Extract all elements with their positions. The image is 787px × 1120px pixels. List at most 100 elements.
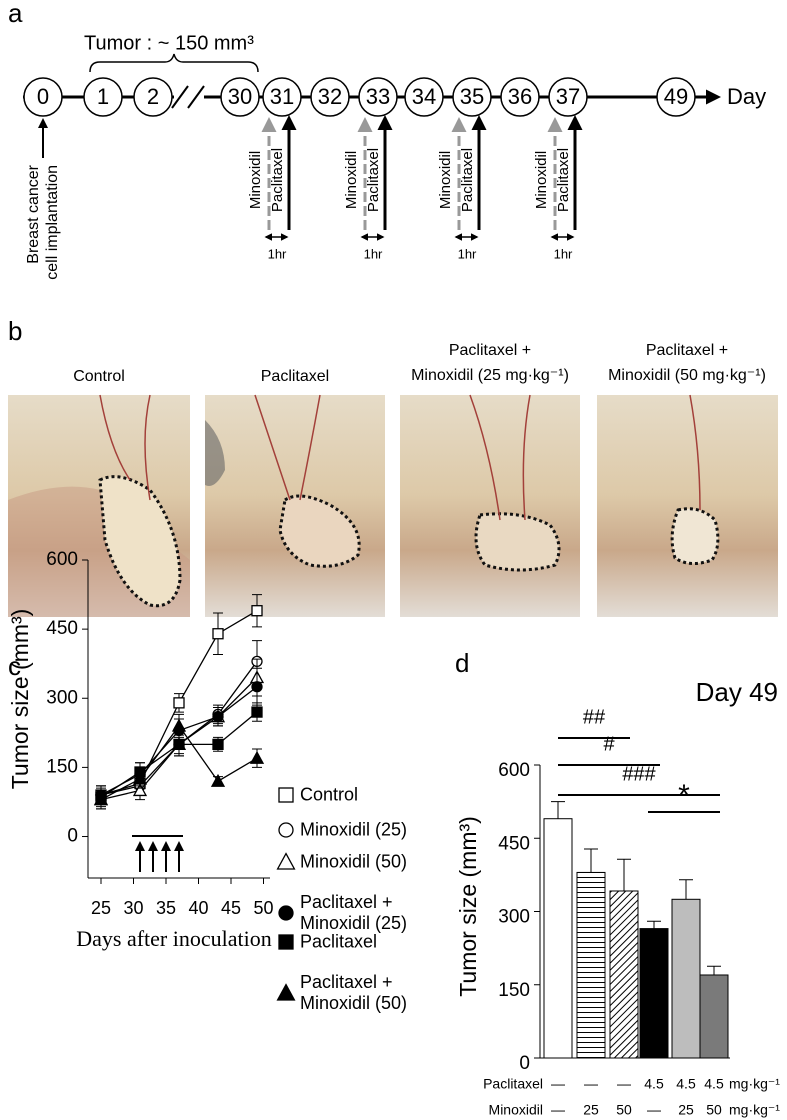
y-axis-label: Tumor size (mm³) [7,609,33,790]
day-circle [500,77,540,117]
dose-cell: 4.5 [704,1076,724,1092]
legend-label: Minoxidil (50) [300,851,408,872]
dose-cell: 25 [678,1102,694,1118]
marker [132,771,148,785]
bar [609,890,639,1059]
significance-label: # [603,733,615,755]
marker [173,697,185,709]
marker [171,718,187,732]
vessel [689,394,701,511]
y-tick-label: 150 [498,980,530,1001]
error-bar [679,879,693,900]
group-title: Minoxidil (50 mg·kg⁻¹) [608,367,766,384]
drug-label: Paclitaxel [555,148,572,212]
x-tick-label: 45 [221,898,241,918]
day-circle [23,77,63,117]
tumor-outline [278,494,361,568]
x-axis-label: Days after inoculation [76,926,272,951]
bar [639,928,669,1059]
tumor-outline [670,507,720,565]
photos [8,394,778,617]
y-tick-label: 450 [46,618,78,639]
y-tick-label: 450 [498,833,530,854]
marker [251,681,263,693]
dose-cell: 50 [616,1102,632,1118]
legend-marker [278,934,294,950]
x-tick-label: 25 [91,898,111,918]
marker [210,773,226,787]
dose-cell: — [647,1102,661,1118]
y-tick-label: 0 [67,826,78,847]
marker [212,711,224,723]
group-title: Minoxidil (25 mg·kg⁻¹) [411,367,569,384]
y-tick-label: 600 [498,760,530,781]
error-bar [551,801,565,819]
legend-label: Paclitaxel [300,931,378,952]
panel-label: b [8,316,22,346]
tumor-outline [474,512,561,572]
dose-cell: — [551,1076,565,1092]
error-bar [584,848,598,873]
break-mark [171,85,189,109]
dose-unit: mg·kg⁻¹ [729,1076,780,1092]
day-label: 1 [97,84,109,109]
day-label: 2 [147,84,159,109]
timeline-break [174,88,204,106]
bar [543,818,573,1059]
legend-label: Minoxidil (25) [300,819,408,840]
group-title: Paclitaxel [261,368,329,385]
marker [132,783,148,797]
marker [173,738,185,750]
interval-label: 1hr [268,246,287,261]
y-tick-label: 600 [46,549,78,570]
axis-label: Day [727,84,766,109]
y-tick-label: 0 [519,1053,530,1074]
legend-label: Paclitaxel + Minoxidil (25) [300,892,408,933]
x-tick-label: 30 [123,898,143,918]
photo-shade [205,420,225,486]
legend-label: Paclitaxel + Minoxidil (50) [300,972,408,1013]
day-circle [310,77,350,117]
day-label: 49 [664,84,688,109]
brace [89,53,259,73]
photo [400,395,580,617]
day-label: 37 [556,84,580,109]
panel-label: d [455,648,469,678]
dose-cell: — [617,1076,631,1092]
drug-label: Minoxidil [437,151,454,209]
drug-label: Minoxidil [533,151,550,209]
implant-note: Breast cancer [25,164,42,263]
marker [93,792,109,806]
day-label: 32 [318,84,342,109]
tumor-note: Tumor : ~ 150 mm³ [84,32,254,54]
day-label: 0 [37,84,49,109]
x-tick-label: 40 [188,898,208,918]
error-bar [617,858,631,891]
day-circle [220,77,260,117]
y-tick-label: 300 [498,907,530,928]
dose-cell: — [551,1102,565,1118]
group-title: Paclitaxel + [646,342,728,359]
tumor [100,476,180,606]
drug-label: Minoxidil [343,151,360,209]
bar [576,871,606,1059]
interval-label: 1hr [554,246,573,261]
photo [597,395,778,617]
day-label: 33 [366,84,390,109]
marker [251,605,263,617]
day-circle [83,77,123,117]
dose-unit: mg·kg⁻¹ [729,1102,780,1118]
bar [671,898,701,1059]
significance-label: ## [583,706,606,728]
legend-marker [276,983,296,1001]
error-bar [707,965,721,975]
marker [212,628,224,640]
drug-label: Paclitaxel [365,148,382,212]
dose-cell: 4.5 [644,1076,664,1092]
dose-cell: 4.5 [676,1076,696,1092]
dose-cell: 50 [706,1102,722,1118]
bar [699,974,729,1059]
x-tick-label: 35 [156,898,176,918]
marker [212,738,224,750]
